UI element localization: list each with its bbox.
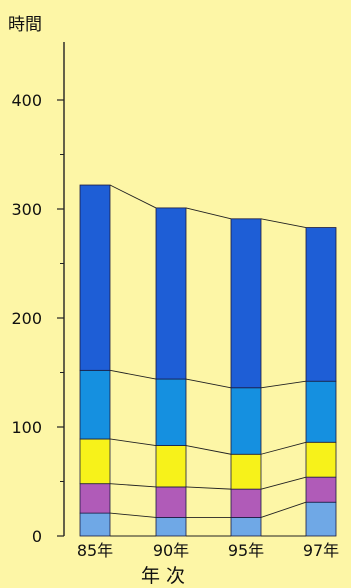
- bar-segment-s0-c0: [79, 512, 111, 537]
- connector-l2-c1: [185, 486, 232, 490]
- bar-segment-s4-c1: [155, 207, 187, 380]
- y-tick-label-300: 300: [11, 200, 42, 219]
- bar-segment-s0-c2: [230, 517, 262, 537]
- bar-segment-s2-c3: [305, 441, 337, 478]
- connector-l5-c2: [260, 218, 307, 228]
- bar-segment-s3-c1: [155, 378, 187, 446]
- bar-segment-s2-c0: [79, 438, 111, 485]
- bar-segment-s1-c1: [155, 486, 187, 518]
- connector-l2-c2: [260, 476, 307, 490]
- connector-l1-c0: [109, 512, 157, 518]
- connector-l5-c0: [109, 184, 157, 209]
- y-axis-label: 時間: [8, 15, 42, 35]
- bar-segment-s0-c1: [155, 517, 187, 537]
- y-tick-label-100: 100: [11, 418, 42, 437]
- plot-area: 0 100 200 300 400 85年 90年 95年 97年: [11, 42, 339, 560]
- bar-segment-s3-c2: [230, 387, 262, 455]
- bar-segment-s3-c0: [79, 369, 111, 440]
- bar-segment-s4-c2: [230, 218, 262, 389]
- bar-segment-s1-c3: [305, 476, 337, 503]
- y-tick-label-0: 0: [32, 527, 42, 546]
- bar-segment-s1-c2: [230, 488, 262, 518]
- bar-segment-s2-c2: [230, 453, 262, 490]
- x-tick-label-2: 95年: [228, 541, 264, 560]
- bar-segment-s1-c0: [79, 483, 111, 514]
- bar-segment-s2-c1: [155, 445, 187, 488]
- bar-segment-s0-c3: [305, 501, 337, 537]
- connector-l2-c0: [109, 483, 157, 488]
- y-tick-label-200: 200: [11, 309, 42, 328]
- bar-segment-s4-c3: [305, 227, 337, 382]
- x-axis-label: 年 次: [141, 565, 185, 587]
- x-tick-label-3: 97年: [303, 541, 339, 560]
- connector-l4-c0: [109, 369, 157, 380]
- x-tick-label-1: 90年: [153, 541, 189, 560]
- x-tick-label-0: 85年: [77, 541, 113, 560]
- connector-l5-c1: [185, 207, 232, 220]
- connector-l3-c0: [109, 438, 157, 446]
- connector-l1-c2: [260, 501, 307, 518]
- bar-segment-s3-c3: [305, 380, 337, 443]
- connector-l4-c2: [260, 380, 307, 389]
- bar-segment-s4-c0: [79, 184, 111, 371]
- connector-l3-c1: [185, 445, 232, 455]
- connector-l4-c1: [185, 378, 232, 389]
- connector-l3-c2: [260, 441, 307, 455]
- y-tick-label-400: 400: [11, 91, 42, 110]
